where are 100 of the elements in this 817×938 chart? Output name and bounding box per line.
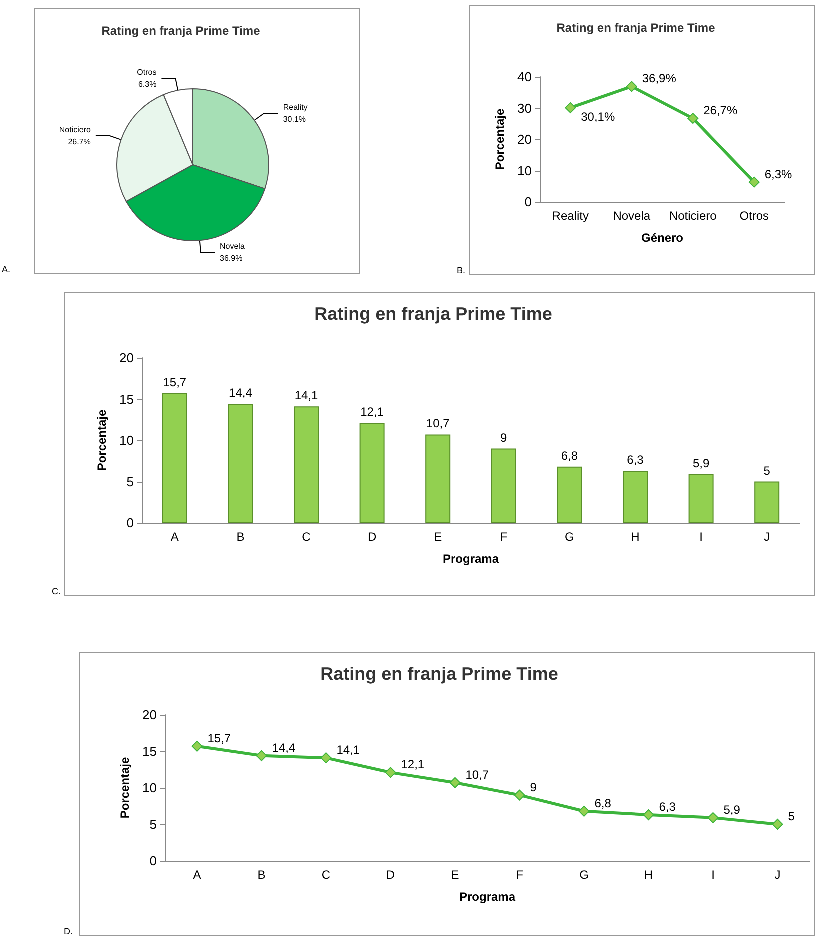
x-axis-title: Género	[641, 231, 684, 245]
x-tick-label: J	[774, 868, 781, 882]
point	[643, 810, 654, 821]
text: A.	[2, 264, 11, 274]
point	[192, 740, 203, 752]
x-tick-label: F	[500, 530, 508, 544]
y-tick-label: 15	[120, 392, 134, 407]
x-axis-title: Programa	[459, 890, 516, 904]
chart-title: Rating en franja Prime Time	[556, 21, 716, 35]
chart-title: Rating en franja Prime Time	[320, 664, 558, 684]
y-tick-label: 0	[126, 516, 134, 530]
data-label: 9	[530, 780, 538, 794]
x-axis-title: Programa	[442, 552, 500, 566]
data-label: 26,7%	[704, 104, 738, 118]
point	[385, 767, 396, 778]
data-label: 15,7	[208, 731, 232, 746]
data-label: 6,3	[627, 453, 644, 468]
point	[772, 819, 784, 830]
data-label: 14,4	[229, 386, 253, 400]
x-tick-label: B	[258, 868, 266, 882]
chart-title: Rating en franja Prime Time	[102, 24, 261, 38]
x-tick-label: E	[434, 530, 442, 544]
slice-label: Otros	[137, 68, 157, 78]
x-tick-label: D	[368, 530, 377, 544]
data-label: 6.3%	[138, 80, 157, 90]
bar	[162, 393, 188, 523]
x-tick-label: Noticiero	[669, 209, 718, 223]
data-label: 36,9%	[642, 72, 677, 86]
y-tick-label: 0	[150, 854, 157, 868]
y-tick-label: 40	[518, 70, 532, 84]
x-tick-label: I	[700, 530, 703, 544]
bar	[557, 466, 582, 523]
y-tick-label: 10	[142, 780, 157, 796]
bar	[688, 474, 714, 523]
point	[748, 176, 760, 188]
y-tick-label: 0	[524, 194, 532, 210]
data-label: 36.9%	[220, 254, 243, 264]
data-label: 5,9	[724, 802, 741, 817]
x-tick-label: C	[302, 530, 312, 544]
x-tick-label: F	[516, 868, 524, 882]
bar	[360, 423, 385, 523]
data-label: 12,1	[360, 405, 384, 420]
point	[688, 113, 699, 124]
bar	[754, 482, 780, 523]
data-label: 5	[788, 810, 796, 824]
slice-label: Novela	[220, 242, 246, 252]
data-label: 5	[764, 464, 771, 478]
x-tick-label: E	[451, 868, 460, 882]
text: B.	[457, 266, 466, 276]
data-label: 12,1	[401, 758, 425, 772]
y-tick-label: 5	[150, 817, 157, 832]
slice-label: Reality	[283, 103, 308, 112]
y-tick-label: 5	[126, 474, 134, 490]
bar	[228, 404, 254, 523]
point	[256, 750, 268, 762]
data-label: 5,9	[692, 456, 710, 470]
data-label: 9	[500, 430, 508, 445]
y-tick-label: 20	[120, 350, 134, 366]
data-label: 6,3%	[764, 167, 793, 182]
data-label: 6,8	[561, 448, 578, 463]
data-label: 10,7	[426, 416, 450, 431]
data-label: 6,3	[659, 800, 676, 814]
point	[514, 790, 526, 801]
point	[578, 806, 590, 817]
y-axis-title: Porcentaje	[95, 409, 109, 472]
x-tick-label: Novela	[613, 209, 651, 223]
x-tick-label: A	[193, 868, 202, 882]
x-tick-label: G	[580, 868, 589, 882]
data-label: 15,7	[163, 375, 187, 390]
bar	[491, 448, 516, 523]
bar	[294, 406, 319, 523]
point	[565, 102, 576, 114]
y-tick-label: 30	[518, 100, 532, 116]
y-tick-label: 15	[142, 744, 157, 759]
y-tick-label: 10	[518, 163, 532, 178]
x-tick-label: Otros	[740, 209, 770, 223]
point	[450, 777, 461, 788]
x-tick-label: B	[236, 530, 245, 544]
x-tick-label: C	[322, 868, 331, 882]
chart-title: Rating en franja Prime Time	[314, 304, 552, 324]
y-axis-title: Porcentaje	[118, 756, 132, 819]
x-tick-label: G	[565, 530, 574, 544]
text: C.	[52, 586, 61, 596]
y-axis-title: Porcentaje	[493, 108, 507, 170]
data-label: 30.1%	[283, 115, 306, 124]
data-label: 26.7%	[68, 137, 91, 146]
data-label: 14,1	[336, 743, 360, 758]
y-tick-label: 10	[120, 433, 134, 448]
y-tick-label: 20	[142, 708, 157, 722]
y-tick-label: 20	[518, 132, 532, 147]
text: D.	[64, 926, 73, 936]
x-tick-label: H	[644, 868, 654, 882]
data-label: 14,4	[272, 740, 296, 755]
data-label: 14,1	[294, 388, 318, 403]
x-tick-label: J	[764, 530, 770, 544]
point	[708, 812, 719, 824]
slice-label: Noticiero	[59, 125, 92, 134]
x-tick-label: Reality	[552, 209, 589, 223]
bar	[426, 434, 451, 523]
point	[320, 752, 332, 764]
